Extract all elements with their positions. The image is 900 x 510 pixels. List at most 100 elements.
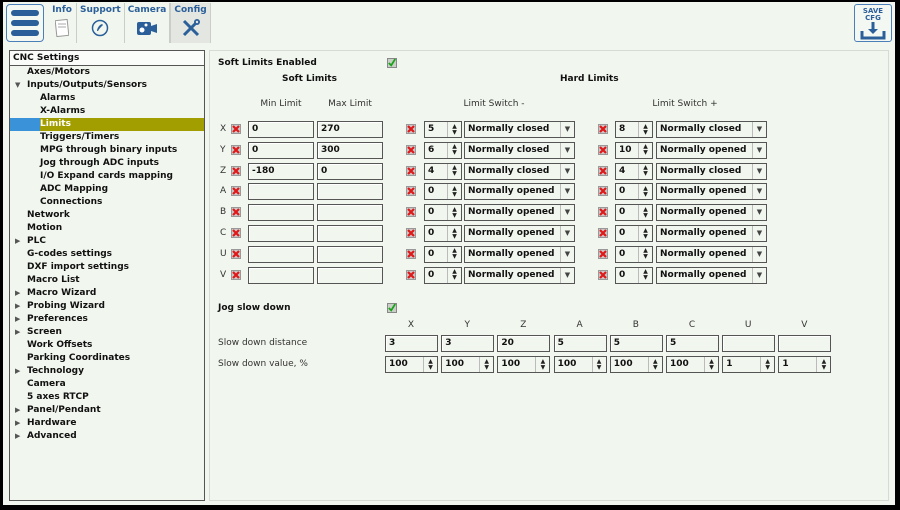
sidebar-item-alarms[interactable]: Alarms xyxy=(10,92,204,105)
slow-down-value-spinbox-v[interactable]: 1 ▲ ▼ xyxy=(778,356,832,373)
sidebar-item-screen[interactable]: ▶ Screen xyxy=(10,326,204,339)
sidebar-item-plc[interactable]: ▶ PLC xyxy=(10,235,204,248)
limit-plus-type-select[interactable]: Normally closed ▼ xyxy=(656,162,767,180)
limit-minus-pin-spinbox[interactable]: 0 ▲ ▼ xyxy=(424,266,462,284)
limit-plus-enable-checkbox[interactable] xyxy=(598,165,608,176)
limit-plus-type-select[interactable]: Normally opened ▼ xyxy=(656,183,767,201)
slow-down-distance-input-a[interactable]: 5 xyxy=(553,335,607,352)
soft-limit-enable-checkbox[interactable] xyxy=(231,228,241,238)
limit-minus-pin-spinbox[interactable]: 0 ▲ ▼ xyxy=(424,183,462,201)
limit-plus-enable-checkbox[interactable] xyxy=(598,144,608,155)
spin-arrows-icon[interactable]: ▲ ▼ xyxy=(638,246,652,262)
main-menu-button[interactable] xyxy=(6,4,44,42)
spin-arrows-icon[interactable]: ▲ ▼ xyxy=(638,163,652,179)
limit-plus-pin-spinbox[interactable]: 10 ▲ ▼ xyxy=(615,141,653,159)
spin-arrows-icon[interactable]: ▲ ▼ xyxy=(638,267,652,283)
slow-down-distance-input-v[interactable] xyxy=(778,335,832,352)
slow-down-value-spinbox-z[interactable]: 100 ▲ ▼ xyxy=(497,356,551,373)
limit-minus-type-select[interactable]: Normally opened ▼ xyxy=(464,225,575,242)
soft-limit-enable-checkbox[interactable] xyxy=(231,207,241,218)
spin-arrows-icon[interactable]: ▲ ▼ xyxy=(535,357,549,372)
soft-limits-enabled-checkbox[interactable] xyxy=(387,58,397,68)
sidebar-item-probing-wizard[interactable]: ▶ Probing Wizard xyxy=(10,300,204,313)
sidebar-item-adc-mapping[interactable]: ADC Mapping xyxy=(10,183,204,196)
soft-limit-enable-checkbox[interactable] xyxy=(231,124,241,134)
sidebar-item-limits[interactable]: Limits xyxy=(10,118,204,131)
limit-minus-pin-spinbox[interactable]: 4 ▲ ▼ xyxy=(424,162,462,180)
spin-arrows-icon[interactable]: ▲ ▼ xyxy=(447,163,461,179)
sidebar-item-axes-motors[interactable]: Axes/Motors xyxy=(10,66,204,79)
tab-support[interactable]: Support xyxy=(77,3,125,43)
limit-plus-pin-spinbox[interactable]: 0 ▲ ▼ xyxy=(615,183,653,201)
limit-minus-pin-spinbox[interactable]: 0 ▲ ▼ xyxy=(424,245,462,263)
limit-plus-type-select[interactable]: Normally closed ▼ xyxy=(656,121,767,138)
save-cfg-button[interactable]: SAVE CFG xyxy=(854,4,892,42)
sidebar-item-work-offsets[interactable]: Work Offsets xyxy=(10,339,204,352)
limit-minus-type-select[interactable]: Normally closed ▼ xyxy=(464,141,575,159)
sidebar-item-motion[interactable]: Motion xyxy=(10,222,204,235)
collapsed-arrow-icon[interactable]: ▶ xyxy=(15,406,21,414)
spin-arrows-icon[interactable]: ▲ ▼ xyxy=(479,357,493,372)
collapsed-arrow-icon[interactable]: ▶ xyxy=(15,432,21,440)
spin-arrows-icon[interactable]: ▲ ▼ xyxy=(447,184,461,200)
limit-plus-pin-spinbox[interactable]: 0 ▲ ▼ xyxy=(615,204,653,222)
limit-plus-enable-checkbox[interactable] xyxy=(598,248,608,259)
sidebar-item-inputs-outputs-sensors[interactable]: ▼ Inputs/Outputs/Sensors xyxy=(10,79,204,92)
jog-slow-down-checkbox[interactable] xyxy=(387,303,397,313)
slow-down-value-spinbox-x[interactable]: 100 ▲ ▼ xyxy=(385,356,438,373)
sidebar-item-advanced[interactable]: ▶ Advanced xyxy=(10,430,204,443)
limit-plus-enable-checkbox[interactable] xyxy=(598,207,608,218)
tab-info[interactable]: Info xyxy=(48,3,77,43)
limit-minus-enable-checkbox[interactable] xyxy=(406,144,416,155)
slow-down-value-spinbox-c[interactable]: 100 ▲ ▼ xyxy=(666,356,719,373)
soft-limit-enable-checkbox[interactable] xyxy=(231,269,241,280)
slow-down-distance-input-b[interactable]: 5 xyxy=(609,335,663,352)
spin-arrows-icon[interactable]: ▲ ▼ xyxy=(760,357,774,372)
limit-plus-pin-spinbox[interactable]: 0 ▲ ▼ xyxy=(615,225,653,242)
tab-config[interactable]: Config xyxy=(170,3,211,43)
min-limit-input[interactable] xyxy=(248,183,314,201)
spin-arrows-icon[interactable]: ▲ ▼ xyxy=(647,357,662,372)
limit-minus-pin-spinbox[interactable]: 0 ▲ ▼ xyxy=(424,204,462,222)
limit-minus-enable-checkbox[interactable] xyxy=(406,124,416,134)
spin-arrows-icon[interactable]: ▲ ▼ xyxy=(638,226,652,241)
limit-minus-pin-spinbox[interactable]: 0 ▲ ▼ xyxy=(424,225,462,242)
sidebar-item-camera[interactable]: Camera xyxy=(10,378,204,391)
sidebar-item-i-o-expand-cards-mapping[interactable]: I/O Expand cards mapping xyxy=(10,170,204,183)
max-limit-input[interactable] xyxy=(317,183,383,201)
slow-down-distance-input-u[interactable] xyxy=(722,335,776,352)
soft-limit-enable-checkbox[interactable] xyxy=(231,186,241,197)
spin-arrows-icon[interactable]: ▲ ▼ xyxy=(447,122,461,137)
soft-limit-enable-checkbox[interactable] xyxy=(231,248,241,259)
limit-minus-pin-spinbox[interactable]: 5 ▲ ▼ xyxy=(424,121,462,138)
max-limit-input[interactable]: 270 xyxy=(317,121,383,138)
spin-arrows-icon[interactable]: ▲ ▼ xyxy=(447,226,461,241)
collapsed-arrow-icon[interactable]: ▶ xyxy=(15,419,21,427)
collapsed-arrow-icon[interactable]: ▶ xyxy=(15,289,21,297)
max-limit-input[interactable] xyxy=(317,245,383,263)
limit-minus-enable-checkbox[interactable] xyxy=(406,269,416,280)
limit-plus-type-select[interactable]: Normally opened ▼ xyxy=(656,266,767,284)
spin-arrows-icon[interactable]: ▲ ▼ xyxy=(638,184,652,200)
limit-minus-type-select[interactable]: Normally opened ▼ xyxy=(464,204,575,222)
min-limit-input[interactable] xyxy=(248,225,314,242)
limit-plus-type-select[interactable]: Normally opened ▼ xyxy=(656,141,767,159)
sidebar-item-panel-pendant[interactable]: ▶ Panel/Pendant xyxy=(10,404,204,417)
spin-arrows-icon[interactable]: ▲ ▼ xyxy=(447,267,461,283)
collapsed-arrow-icon[interactable]: ▶ xyxy=(15,367,21,375)
limit-minus-type-select[interactable]: Normally closed ▼ xyxy=(464,121,575,138)
spin-arrows-icon[interactable]: ▲ ▼ xyxy=(447,246,461,262)
limit-minus-enable-checkbox[interactable] xyxy=(406,186,416,197)
min-limit-input[interactable] xyxy=(248,204,314,222)
limit-plus-enable-checkbox[interactable] xyxy=(598,186,608,197)
sidebar-item-mpg-through-binary-inputs[interactable]: MPG through binary inputs xyxy=(10,144,204,157)
sidebar-item-triggers-timers[interactable]: Triggers/Timers xyxy=(10,131,204,144)
expanded-arrow-icon[interactable]: ▼ xyxy=(15,81,21,89)
slow-down-distance-input-y[interactable]: 3 xyxy=(441,335,495,352)
max-limit-input[interactable] xyxy=(317,266,383,284)
limit-minus-type-select[interactable]: Normally opened ▼ xyxy=(464,245,575,263)
spin-arrows-icon[interactable]: ▲ ▼ xyxy=(816,357,830,372)
soft-limit-enable-checkbox[interactable] xyxy=(231,165,241,176)
sidebar-item-5-axes-rtcp[interactable]: 5 axes RTCP xyxy=(10,391,204,404)
spin-arrows-icon[interactable]: ▲ ▼ xyxy=(447,205,461,221)
